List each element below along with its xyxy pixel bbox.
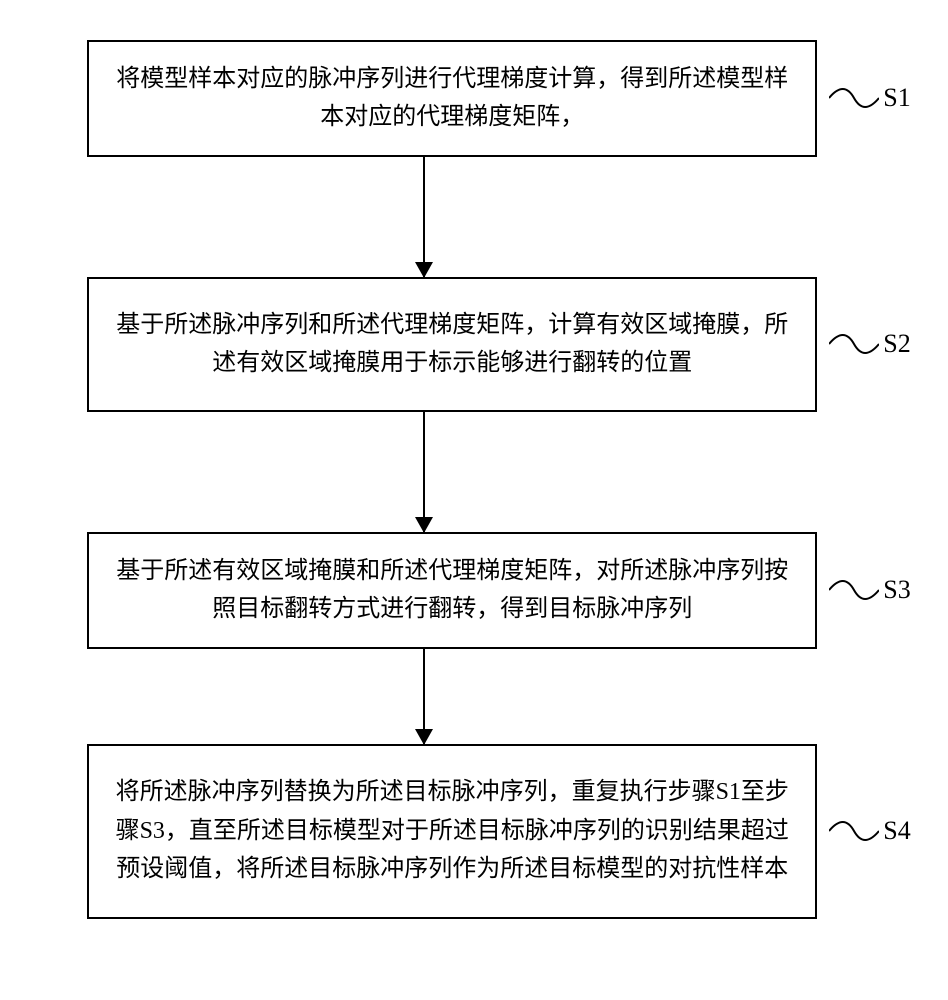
arrow-down-icon	[423, 157, 425, 277]
flowchart-step: 将模型样本对应的脉冲序列进行代理梯度计算，得到所述模型样本对应的代理梯度矩阵， …	[87, 40, 910, 157]
step-box-s1: 将模型样本对应的脉冲序列进行代理梯度计算，得到所述模型样本对应的代理梯度矩阵，	[87, 40, 817, 157]
step-box-s3: 基于所述有效区域掩膜和所述代理梯度矩阵，对所述脉冲序列按照目标翻转方式进行翻转，…	[87, 532, 817, 649]
arrow-down-icon	[423, 412, 425, 532]
step-text: 基于所述脉冲序列和所述代理梯度矩阵，计算有效区域掩膜，所述有效区域掩膜用于标示能…	[109, 306, 795, 383]
label-wrap: S1	[829, 78, 910, 118]
step-box-s2: 基于所述脉冲序列和所述代理梯度矩阵，计算有效区域掩膜，所述有效区域掩膜用于标示能…	[87, 277, 817, 412]
label-wrap: S3	[829, 570, 910, 610]
connector-curve-icon	[829, 570, 879, 610]
flowchart-step: 将所述脉冲序列替换为所述目标脉冲序列，重复执行步骤S1至步骤S3，直至所述目标模…	[87, 744, 910, 919]
step-text: 将模型样本对应的脉冲序列进行代理梯度计算，得到所述模型样本对应的代理梯度矩阵，	[109, 60, 795, 137]
flowchart-step: 基于所述有效区域掩膜和所述代理梯度矩阵，对所述脉冲序列按照目标翻转方式进行翻转，…	[87, 532, 910, 649]
connector-curve-icon	[829, 78, 879, 118]
step-label: S4	[883, 816, 910, 846]
step-text: 基于所述有效区域掩膜和所述代理梯度矩阵，对所述脉冲序列按照目标翻转方式进行翻转，…	[109, 552, 795, 629]
step-label: S3	[883, 575, 910, 605]
step-label: S2	[883, 329, 910, 359]
connector-curve-icon	[829, 811, 879, 851]
label-wrap: S4	[829, 811, 910, 851]
step-text: 将所述脉冲序列替换为所述目标脉冲序列，重复执行步骤S1至步骤S3，直至所述目标模…	[109, 773, 795, 888]
arrow-down-icon	[423, 649, 425, 744]
step-label: S1	[883, 83, 910, 113]
flowchart-step: 基于所述脉冲序列和所述代理梯度矩阵，计算有效区域掩膜，所述有效区域掩膜用于标示能…	[87, 277, 910, 412]
label-wrap: S2	[829, 324, 910, 364]
step-box-s4: 将所述脉冲序列替换为所述目标脉冲序列，重复执行步骤S1至步骤S3，直至所述目标模…	[87, 744, 817, 919]
flowchart-container: 将模型样本对应的脉冲序列进行代理梯度计算，得到所述模型样本对应的代理梯度矩阵， …	[0, 0, 948, 919]
connector-curve-icon	[829, 324, 879, 364]
